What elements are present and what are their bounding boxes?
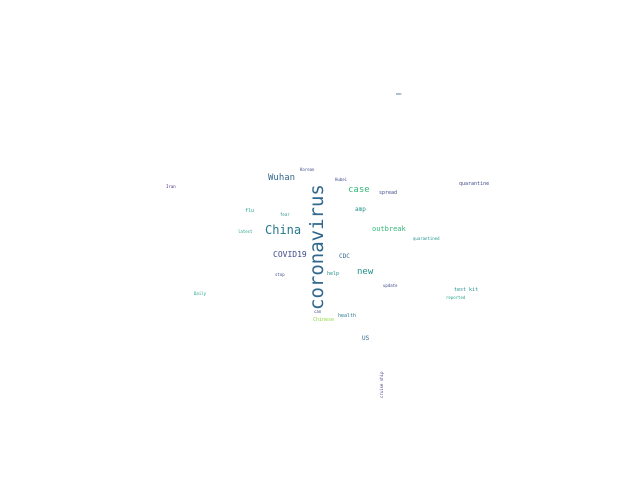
word-latest: latest [238,229,253,234]
word-reported: reported [446,295,466,300]
word-chinese: Chinese [313,317,335,323]
word-china: China [265,223,302,237]
word-help: help [327,271,340,277]
word-daily: Daily [194,291,207,296]
word-korean: Korean [300,167,315,172]
word-cruise-ship: cruise ship [379,371,384,399]
word-test-kit: test kit [454,287,479,293]
word-who: WHO [396,92,402,96]
word-us: US [362,335,370,342]
word-coronavirus: coronavirus [306,184,328,310]
word-case: case [348,185,370,195]
word-wuhan: Wuhan [268,173,296,183]
word-stop: stop [275,272,285,277]
word-outbreak: outbreak [372,225,406,233]
word-quarantine: quarantine [459,181,490,187]
word-can: can [314,309,322,314]
word-spread: spread [379,190,398,196]
word-new: new [357,267,374,277]
word-health: health [338,313,357,319]
word-iran: Iran [166,184,176,189]
word-cdc: CDC [339,253,350,260]
word-update: update [383,283,398,288]
word-hubei: Hubei [335,177,348,182]
word-fear: fear [280,212,290,217]
word-amp: amp [355,206,366,213]
word-covid19: COVID19 [273,250,307,259]
word-flu: flu [245,208,255,214]
word-quarantined: quarantined [413,236,440,241]
